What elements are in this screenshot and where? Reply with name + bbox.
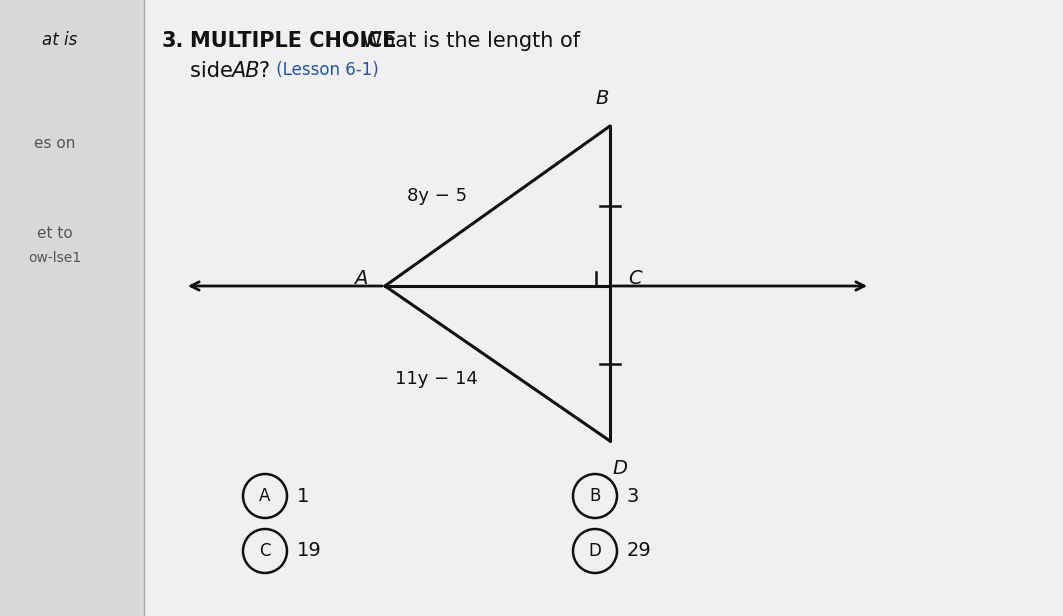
Text: 3: 3 bbox=[627, 487, 639, 506]
Text: 3.: 3. bbox=[162, 31, 184, 51]
Text: ?: ? bbox=[258, 61, 270, 81]
Text: B: B bbox=[589, 487, 601, 505]
Text: 29: 29 bbox=[627, 541, 652, 561]
Text: side: side bbox=[189, 61, 239, 81]
Text: C: C bbox=[259, 542, 271, 560]
Text: et to: et to bbox=[37, 226, 73, 241]
Text: 1: 1 bbox=[297, 487, 309, 506]
Text: C: C bbox=[628, 269, 642, 288]
Text: es on: es on bbox=[34, 136, 75, 151]
Bar bbox=[144, 0, 1063, 616]
Text: AB: AB bbox=[232, 61, 260, 81]
Text: MULTIPLE CHOICE: MULTIPLE CHOICE bbox=[189, 31, 396, 51]
Text: A: A bbox=[354, 269, 367, 288]
Text: (Lesson 6-1): (Lesson 6-1) bbox=[270, 61, 378, 79]
Text: ow-lse1: ow-lse1 bbox=[29, 251, 82, 265]
Text: D: D bbox=[589, 542, 602, 560]
Text: 11y − 14: 11y − 14 bbox=[394, 370, 477, 387]
Text: D: D bbox=[612, 459, 627, 478]
Text: B: B bbox=[595, 89, 609, 108]
Text: at is: at is bbox=[43, 31, 78, 49]
Text: 19: 19 bbox=[297, 541, 322, 561]
Text: What is the length of: What is the length of bbox=[354, 31, 579, 51]
Text: 8y − 5: 8y − 5 bbox=[407, 187, 468, 205]
Text: A: A bbox=[259, 487, 271, 505]
